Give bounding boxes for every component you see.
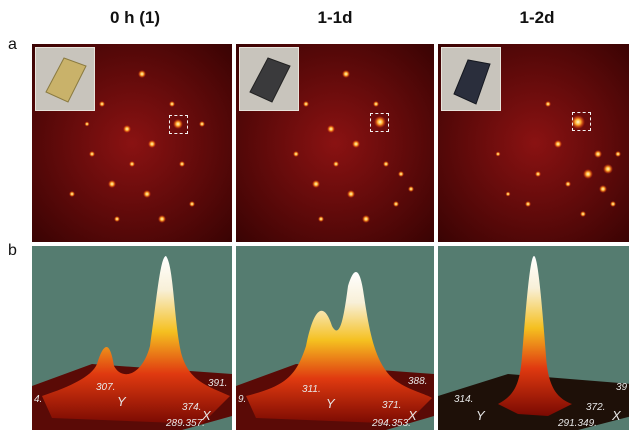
axis-y-tick: 314. [454, 394, 474, 405]
axis-x-right1: 39 [616, 382, 628, 393]
axis-x-bottom: 291.349. [558, 418, 597, 429]
selection-box [572, 112, 591, 131]
surface-plot-1-2d: 314. Y 291.349. 39 372. X [438, 246, 629, 430]
axis-x-right1: 391. [208, 378, 228, 389]
crystal-photo-inset-1-1d [239, 47, 299, 111]
row-label-b: b [8, 242, 17, 259]
column-title-1-1d: 1-1d [317, 8, 353, 27]
surface-peak-0h [32, 256, 232, 430]
selection-box [169, 115, 188, 134]
crystal-photo-inset-1-2d [441, 47, 501, 111]
axis-x-right1: 388. [408, 376, 428, 387]
row-label-a: a [8, 36, 17, 53]
column-title-0h: 0 h (1) [109, 8, 161, 27]
axis-x-letter: X [408, 408, 417, 423]
diffraction-panel-1-1d [236, 44, 434, 242]
axis-y-tick: 311. [302, 384, 321, 395]
axis-x-right2: 372. [586, 402, 606, 413]
diffraction-panel-1-2d [438, 44, 629, 242]
axis-x-bottom: 294.353. [372, 418, 411, 429]
surface-peak-1-2d [438, 256, 629, 430]
axis-left-label: 9. [238, 394, 247, 405]
surface-plot-1-1d: 9. 311. Y 294.353. 388. 371. X [236, 246, 434, 430]
axis-left-label: 4. [34, 394, 43, 405]
axis-x-bottom: 289.357. [166, 418, 205, 429]
surface-peak-1-1d [236, 272, 434, 430]
axis-x-letter: X [612, 408, 621, 423]
axis-x-right2: 371. [382, 400, 402, 411]
axis-x-letter: X [202, 408, 211, 423]
diffraction-panel-0h [32, 44, 232, 242]
selection-box [370, 113, 389, 132]
axis-y-letter: Y [326, 396, 335, 411]
axis-y-tick: 307. [96, 382, 116, 393]
axis-y-letter: Y [117, 394, 126, 409]
surface-plot-0h: 4. 307. Y 289.357. 391. 374. X [32, 246, 232, 430]
column-title-1-2d: 1-2d [519, 8, 555, 27]
axis-y-letter: Y [476, 408, 485, 423]
axis-x-right2: 374. [182, 402, 202, 413]
crystal-photo-inset-0h [35, 47, 95, 111]
